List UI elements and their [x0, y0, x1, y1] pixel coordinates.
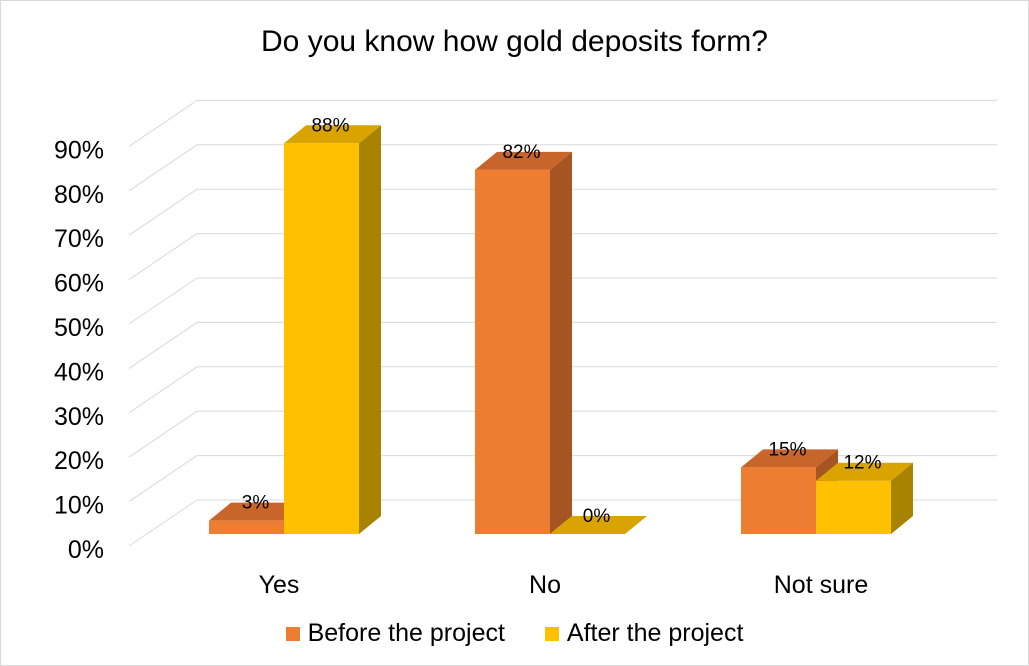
- chart-title: Do you know how gold deposits form?: [261, 25, 768, 58]
- x-tick-label-2: Not sure: [774, 571, 868, 599]
- bar-no-after-label: 0%: [583, 506, 611, 527]
- y-tick-label-9: 90%: [54, 136, 104, 164]
- bar-not-sure-before-front: [741, 467, 816, 534]
- legend-item-before: Before the project: [285, 619, 505, 648]
- bar-yes-after-front: [284, 143, 359, 534]
- chart-legend: Before the project After the project: [1, 619, 1028, 648]
- bar-not-sure-after-side: [891, 462, 913, 534]
- gridline-side-2: [128, 410, 198, 458]
- y-tick-label-8: 80%: [54, 181, 104, 209]
- bar-yes-before-front: [209, 520, 284, 534]
- gridline-side-8: [128, 144, 198, 192]
- x-tick-label-0: Yes: [259, 571, 300, 599]
- gridline-side-7: [128, 188, 198, 236]
- legend-item-after: After the project: [544, 619, 744, 648]
- bar-not-sure-after-label: 12%: [843, 453, 881, 474]
- gridline-side-0: [128, 499, 198, 547]
- gridline-side-3: [128, 366, 198, 414]
- bar-not-sure-after-top: [816, 462, 913, 481]
- bar-yes-before-top: [209, 502, 306, 521]
- bar-not-sure-before-label: 15%: [768, 439, 806, 460]
- bar-not-sure-after-front: [816, 480, 891, 534]
- gridline-side-4: [128, 321, 198, 369]
- bar-yes-before-label: 3%: [242, 493, 270, 514]
- legend-swatch-before: [285, 626, 300, 641]
- gridline-side-1: [128, 455, 198, 503]
- bar-no-after-top: [550, 516, 647, 534]
- gridline-side-9: [128, 99, 198, 147]
- bar-yes-after-side: [359, 125, 381, 534]
- bar-not-sure-before-top: [741, 449, 838, 468]
- legend-swatch-after: [544, 626, 559, 641]
- y-tick-label-0: 0%: [68, 536, 104, 564]
- y-tick-label-4: 40%: [54, 358, 104, 386]
- bar-yes-after-top: [284, 125, 381, 144]
- legend-label-after: After the project: [566, 619, 744, 647]
- bar-no-before-side: [550, 151, 572, 535]
- legend-label-before: Before the project: [307, 619, 505, 647]
- y-tick-label-7: 70%: [54, 225, 104, 253]
- bar-no-before-front: [475, 169, 550, 535]
- x-tick-label-1: No: [529, 571, 561, 599]
- y-tick-label-6: 60%: [54, 270, 104, 298]
- bar-no-before-top: [475, 151, 572, 170]
- y-tick-label-2: 20%: [54, 447, 104, 475]
- y-tick-label-1: 10%: [54, 492, 104, 520]
- y-tick-label-3: 30%: [54, 403, 104, 431]
- bar-no-before-label: 82%: [502, 142, 540, 163]
- y-tick-label-5: 50%: [54, 314, 104, 342]
- gridline-side-5: [128, 277, 198, 325]
- gridline-side-6: [128, 233, 198, 281]
- bar-yes-after-label: 88%: [311, 115, 349, 136]
